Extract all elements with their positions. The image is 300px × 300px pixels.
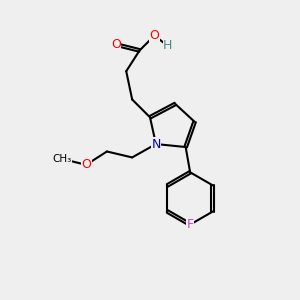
Text: N: N [151,138,160,151]
Text: O: O [111,38,121,51]
Text: O: O [81,158,91,171]
Text: CH₃: CH₃ [53,154,72,164]
Text: H: H [163,40,172,52]
Text: O: O [149,29,159,42]
Text: F: F [187,218,194,231]
